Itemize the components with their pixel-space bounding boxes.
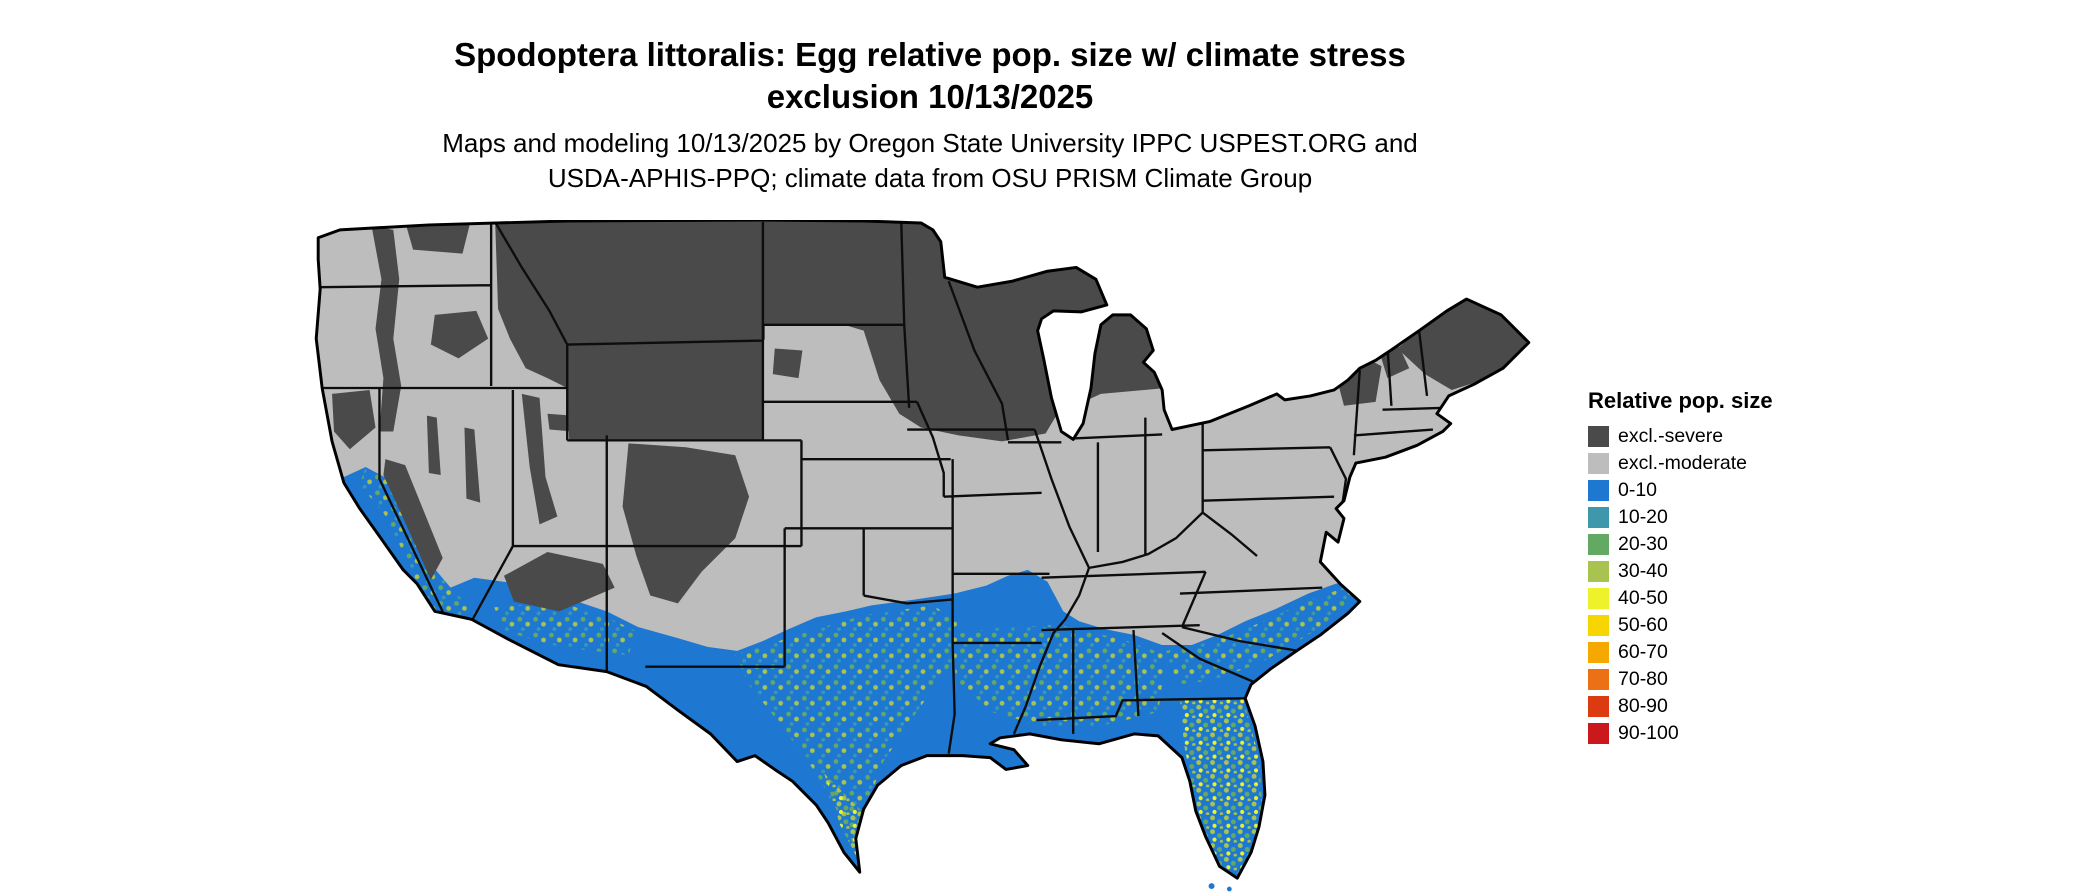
legend-item: 10-20 — [1588, 507, 1888, 528]
legend-item: 20-30 — [1588, 534, 1888, 555]
map-region-severe-cascades — [371, 225, 402, 432]
map-region-florida-keys — [1208, 883, 1215, 890]
legend-label: 10-20 — [1618, 506, 1668, 528]
map-region-florida-keys — [1226, 886, 1232, 892]
legend-swatch — [1588, 561, 1609, 582]
map-speckle-southeast-coast — [1166, 585, 1358, 685]
us-map-svg — [314, 220, 1531, 892]
us-map — [310, 220, 1536, 892]
map-title-line2: exclusion 10/13/2025 — [766, 78, 1094, 115]
map-region-severe-klamath — [332, 389, 376, 450]
map-region-severe-rockies — [622, 443, 750, 604]
legend-items: excl.-severe excl.-moderate 0-10 10-20 2… — [1588, 426, 1888, 744]
legend-item: 0-10 — [1588, 480, 1888, 501]
legend: Relative pop. size excl.-severe excl.-mo… — [1588, 388, 1888, 750]
map-region-severe-mogollon — [503, 552, 615, 612]
legend-swatch — [1588, 507, 1609, 528]
map-region-severe-utah — [521, 393, 599, 525]
legend-swatch — [1588, 723, 1609, 744]
map-region-severe-black-hills — [772, 348, 803, 379]
map-subtitle: Maps and modeling 10/13/2025 by Oregon S… — [0, 126, 1860, 196]
legend-item: excl.-moderate — [1588, 453, 1888, 474]
legend-swatch — [1588, 480, 1609, 501]
map-region-severe-blue-mountains — [430, 310, 489, 359]
legend-swatch — [1588, 426, 1609, 447]
legend-swatch — [1588, 696, 1609, 717]
map-subtitle-line2: USDA-APHIS-PPQ; climate data from OSU PR… — [547, 163, 1313, 193]
legend-label: excl.-severe — [1618, 425, 1724, 447]
legend-item: 30-40 — [1588, 561, 1888, 582]
us-outline — [314, 220, 1531, 880]
legend-label: 50-60 — [1618, 614, 1668, 636]
legend-label: excl.-moderate — [1618, 452, 1747, 474]
legend-item: 60-70 — [1588, 642, 1888, 663]
legend-swatch — [1588, 615, 1609, 636]
map-speckle-south-texas — [824, 773, 864, 863]
map-region-severe-okanogan — [405, 221, 471, 254]
legend-swatch — [1588, 588, 1609, 609]
map-region-severe-sierra — [383, 459, 443, 580]
legend-item: 80-90 — [1588, 696, 1888, 717]
legend-label: 70-80 — [1618, 668, 1668, 690]
legend-label: 40-50 — [1618, 587, 1668, 609]
legend-label: 60-70 — [1618, 641, 1668, 663]
legend-label: 0-10 — [1618, 479, 1658, 501]
legend-item: 70-80 — [1588, 669, 1888, 690]
legend-label: 20-30 — [1618, 533, 1668, 555]
legend-label: 80-90 — [1618, 695, 1668, 717]
legend-label: 30-40 — [1618, 560, 1668, 582]
state-borders — [320, 221, 1445, 754]
us-map-fills — [316, 220, 1529, 879]
map-speckle-florida — [1179, 698, 1263, 875]
legend-swatch — [1588, 453, 1609, 474]
legend-swatch — [1588, 534, 1609, 555]
map-subtitle-line1: Maps and modeling 10/13/2025 by Oregon S… — [442, 128, 1418, 158]
legend-item: 90-100 — [1588, 723, 1888, 744]
legend-item: 50-60 — [1588, 615, 1888, 636]
legend-swatch — [1588, 642, 1609, 663]
map-speckle-gulf-coast — [950, 625, 1167, 726]
legend-item: excl.-severe — [1588, 426, 1888, 447]
map-speckle-texas — [735, 605, 961, 861]
map-title: Spodoptera littoralis: Egg relative pop.… — [0, 34, 1860, 118]
map-region-severe-nevada-ranges — [426, 415, 481, 503]
map-title-line1: Spodoptera littoralis: Egg relative pop.… — [454, 36, 1406, 73]
legend-swatch — [1588, 669, 1609, 690]
legend-title: Relative pop. size — [1588, 388, 1773, 413]
map-speckle-california — [359, 467, 477, 640]
legend-item: 40-50 — [1588, 588, 1888, 609]
map-speckle-arizona-newmexico — [494, 601, 637, 655]
legend-label: 90-100 — [1618, 722, 1679, 744]
